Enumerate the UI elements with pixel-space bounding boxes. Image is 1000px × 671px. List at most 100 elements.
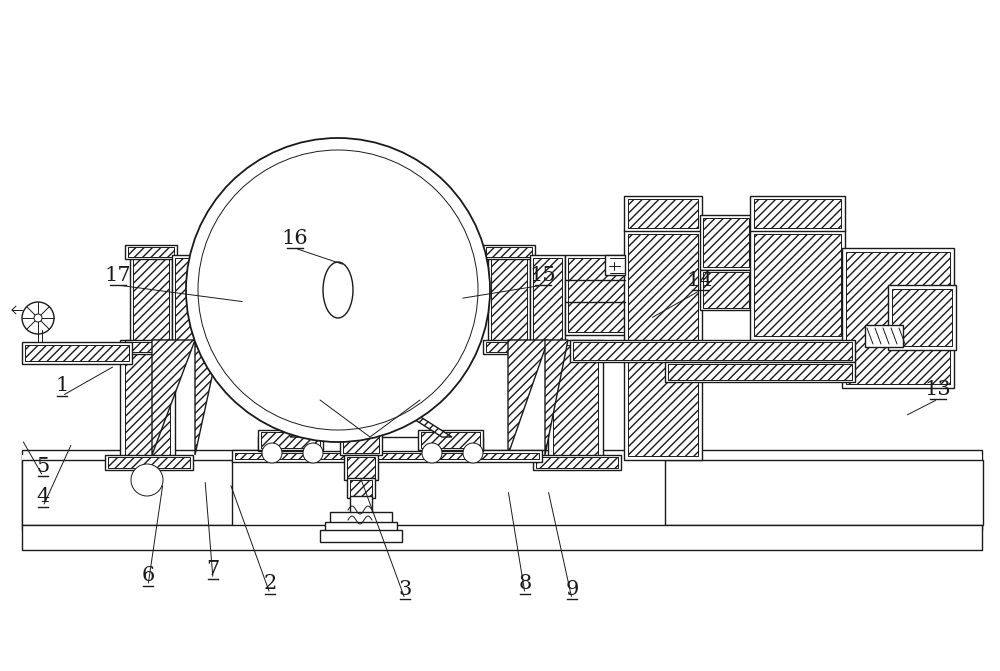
Bar: [568, 258, 624, 332]
Text: 7: 7: [206, 560, 220, 578]
Bar: [128, 342, 174, 352]
Bar: [565, 255, 627, 335]
Circle shape: [303, 443, 323, 463]
Polygon shape: [384, 400, 452, 437]
Bar: [25, 345, 129, 361]
Bar: [750, 196, 845, 231]
Bar: [261, 432, 320, 448]
Bar: [120, 340, 175, 460]
Text: 3: 3: [398, 580, 412, 599]
Bar: [865, 325, 903, 347]
Polygon shape: [290, 400, 358, 437]
Bar: [258, 430, 323, 450]
Bar: [172, 255, 210, 343]
Circle shape: [254, 206, 422, 374]
Text: 9: 9: [565, 580, 579, 599]
Bar: [700, 270, 752, 310]
Bar: [232, 450, 542, 462]
Circle shape: [34, 314, 42, 322]
Bar: [548, 340, 603, 460]
Bar: [888, 285, 956, 350]
Bar: [488, 255, 530, 343]
Text: 15: 15: [530, 266, 556, 285]
Bar: [533, 258, 562, 340]
Bar: [347, 457, 375, 478]
Bar: [350, 496, 372, 514]
Bar: [846, 252, 950, 384]
Text: 5: 5: [36, 457, 50, 476]
Bar: [628, 199, 698, 228]
Bar: [483, 340, 535, 354]
Text: 2: 2: [263, 574, 277, 593]
Bar: [175, 258, 207, 340]
Bar: [892, 289, 952, 346]
Text: 8: 8: [518, 574, 532, 593]
Bar: [486, 342, 532, 352]
Bar: [330, 512, 392, 524]
Text: 17: 17: [105, 266, 131, 285]
Circle shape: [300, 252, 376, 328]
Bar: [108, 457, 190, 468]
Bar: [553, 345, 598, 455]
Bar: [22, 450, 982, 530]
Text: 13: 13: [925, 380, 951, 399]
Bar: [344, 455, 378, 480]
Circle shape: [186, 138, 490, 442]
Bar: [130, 255, 172, 343]
Bar: [624, 196, 702, 231]
Bar: [530, 255, 565, 343]
Bar: [343, 402, 379, 453]
Bar: [320, 530, 402, 542]
Bar: [340, 400, 382, 455]
Bar: [665, 362, 855, 382]
Bar: [333, 394, 409, 406]
Text: 14: 14: [687, 271, 713, 290]
Bar: [665, 460, 983, 525]
Bar: [347, 478, 375, 498]
Bar: [842, 248, 954, 388]
Bar: [573, 342, 852, 360]
Bar: [133, 258, 169, 340]
Bar: [703, 218, 749, 267]
Bar: [483, 245, 535, 259]
Bar: [624, 230, 702, 460]
Bar: [350, 480, 372, 496]
Bar: [22, 525, 982, 550]
Circle shape: [131, 464, 163, 496]
Bar: [700, 215, 752, 270]
Bar: [533, 455, 621, 470]
Polygon shape: [195, 340, 220, 455]
Bar: [330, 392, 412, 408]
Text: 4: 4: [36, 487, 50, 506]
Text: 1: 1: [55, 376, 69, 395]
Bar: [125, 340, 177, 354]
Polygon shape: [508, 340, 548, 455]
Bar: [754, 199, 841, 228]
Bar: [421, 432, 480, 448]
Text: 16: 16: [282, 229, 308, 248]
Bar: [536, 457, 618, 468]
Bar: [125, 345, 170, 455]
Bar: [325, 522, 397, 532]
Bar: [418, 430, 483, 450]
Bar: [22, 455, 982, 525]
Circle shape: [422, 443, 442, 463]
Bar: [258, 437, 483, 451]
Bar: [235, 453, 539, 459]
Bar: [125, 245, 177, 259]
Circle shape: [262, 443, 282, 463]
Bar: [703, 272, 749, 308]
Bar: [491, 258, 527, 340]
Bar: [754, 234, 841, 336]
Bar: [570, 340, 855, 362]
Bar: [22, 460, 232, 525]
Bar: [105, 455, 193, 470]
Bar: [750, 230, 845, 340]
Circle shape: [198, 150, 478, 430]
Bar: [486, 247, 532, 257]
Bar: [22, 342, 132, 364]
Polygon shape: [545, 340, 568, 455]
Bar: [628, 234, 698, 456]
Polygon shape: [152, 340, 195, 455]
Text: 6: 6: [141, 566, 155, 585]
